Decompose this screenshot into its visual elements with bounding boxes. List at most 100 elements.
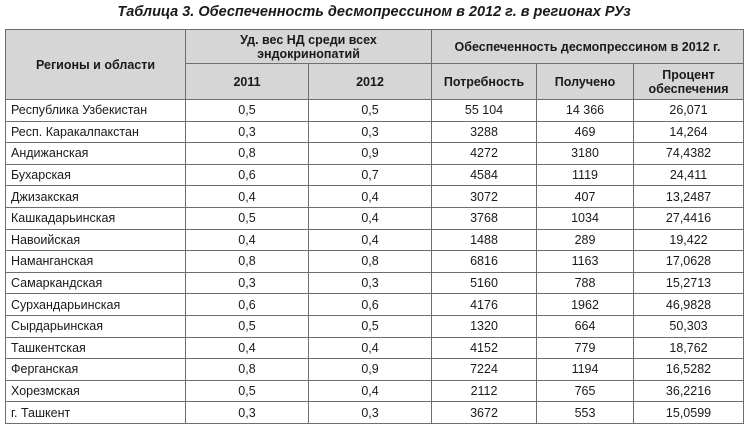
table-row: г. Ташкент 0,3 0,3 3672 553 15,0599 <box>5 401 745 424</box>
cell-received: 553 <box>536 401 635 424</box>
cell-region: Кашкадарьинская <box>5 206 186 230</box>
data-table: Регионы и области Уд. вес НД среди всех … <box>5 29 745 424</box>
cell-2012: 0,4 <box>307 379 433 403</box>
cell-percent: 16,5282 <box>633 358 745 381</box>
header-received: Получено <box>536 63 635 100</box>
cell-2011: 0,6 <box>185 293 309 316</box>
cell-2011: 0,4 <box>185 185 309 208</box>
cell-region: Навоийская <box>5 228 186 252</box>
table-row: Самаркандская 0,3 0,3 5160 788 15,2713 <box>5 271 745 295</box>
cell-percent: 74,4382 <box>633 142 745 165</box>
cell-percent: 46,9828 <box>633 293 745 316</box>
cell-received: 407 <box>536 185 635 208</box>
cell-region: Джизакская <box>5 185 186 208</box>
cell-percent: 13,2487 <box>633 185 745 208</box>
cell-percent: 17,0628 <box>633 250 745 273</box>
cell-need: 4176 <box>431 293 538 316</box>
cell-2011: 0,6 <box>185 163 309 187</box>
cell-2011: 0,3 <box>185 120 309 144</box>
cell-need: 55 104 <box>431 99 538 122</box>
cell-region: Бухарская <box>5 163 186 187</box>
cell-2011: 0,4 <box>185 336 309 360</box>
cell-2012: 0,8 <box>307 250 433 273</box>
table-row: Сырдарьинская 0,5 0,5 1320 664 50,303 <box>5 314 745 338</box>
header-need: Потребность <box>431 63 538 100</box>
header-supply-group: Обеспеченность десмопрессином в 2012 г. <box>431 29 745 64</box>
table-body: Республика Узбекистан 0,5 0,5 55 104 14 366 2… <box>5 99 745 424</box>
cell-region: г. Ташкент <box>5 401 186 424</box>
cell-percent: 50,303 <box>633 314 745 338</box>
table-caption: Таблица 3. Обеспеченность десмопрессином… <box>117 4 631 20</box>
cell-2011: 0,8 <box>185 250 309 273</box>
cell-need: 3072 <box>431 185 538 208</box>
table-row: Сурхандарьинская 0,6 0,6 4176 1962 46,9828 <box>5 293 745 316</box>
cell-received: 1962 <box>536 293 635 316</box>
cell-percent: 24,411 <box>633 163 745 187</box>
cell-received: 469 <box>536 120 635 144</box>
cell-received: 1034 <box>536 206 635 230</box>
table-header: Регионы и области Уд. вес НД среди всех … <box>5 29 745 100</box>
header-2011: 2011 <box>185 63 309 100</box>
cell-region: Хорезмская <box>5 379 186 403</box>
cell-received: 779 <box>536 336 635 360</box>
cell-2012: 0,4 <box>307 206 433 230</box>
table-row: Навоийская 0,4 0,4 1488 289 19,422 <box>5 228 745 252</box>
cell-need: 3288 <box>431 120 538 144</box>
cell-received: 289 <box>536 228 635 252</box>
cell-region: Ферганская <box>5 358 186 381</box>
cell-need: 5160 <box>431 271 538 295</box>
cell-need: 3768 <box>431 206 538 230</box>
cell-need: 1488 <box>431 228 538 252</box>
cell-2011: 0,3 <box>185 401 309 424</box>
cell-2011: 0,8 <box>185 358 309 381</box>
table-row: Респ. Каракалпакстан 0,3 0,3 3288 469 14,264 <box>5 120 745 144</box>
cell-region: Наманганская <box>5 250 186 273</box>
cell-received: 1163 <box>536 250 635 273</box>
cell-2012: 0,3 <box>307 401 433 424</box>
cell-2012: 0,3 <box>307 271 433 295</box>
cell-need: 4272 <box>431 142 538 165</box>
cell-received: 788 <box>536 271 635 295</box>
cell-received: 1119 <box>536 163 635 187</box>
cell-percent: 27,4416 <box>633 206 745 230</box>
table-row: Кашкадарьинская 0,5 0,4 3768 1034 27,4416 <box>5 206 745 230</box>
table-row: Ташкентская 0,4 0,4 4152 779 18,762 <box>5 336 745 360</box>
cell-need: 6816 <box>431 250 538 273</box>
cell-percent: 36,2216 <box>633 379 745 403</box>
header-share-group: Уд. вес НД среди всех эндокринопатий <box>184 29 433 64</box>
cell-2012: 0,3 <box>307 120 433 144</box>
header-2012: 2012 <box>307 63 433 100</box>
cell-received: 765 <box>536 379 635 403</box>
cell-region: Самаркандская <box>5 271 186 295</box>
cell-2011: 0,8 <box>185 142 309 165</box>
cell-need: 4584 <box>431 163 538 187</box>
cell-percent: 18,762 <box>633 336 745 360</box>
table-row: Джизакская 0,4 0,4 3072 407 13,2487 <box>5 185 745 208</box>
cell-need: 3672 <box>431 401 538 424</box>
cell-2012: 0,5 <box>307 314 433 338</box>
cell-percent: 15,0599 <box>633 401 745 424</box>
table-row: Республика Узбекистан 0,5 0,5 55 104 14 366 2… <box>5 99 745 122</box>
cell-received: 664 <box>536 314 635 338</box>
cell-2012: 0,9 <box>307 358 433 381</box>
table-row: Наманганская 0,8 0,8 6816 1163 17,0628 <box>5 250 745 273</box>
cell-2011: 0,5 <box>185 206 309 230</box>
cell-region: Респ. Каракалпакстан <box>5 120 186 144</box>
cell-received: 1194 <box>536 358 635 381</box>
cell-2011: 0,3 <box>185 271 309 295</box>
cell-2012: 0,5 <box>307 99 433 122</box>
cell-percent: 14,264 <box>633 120 745 144</box>
table-row: Ферганская 0,8 0,9 7224 1194 16,5282 <box>5 358 745 381</box>
table-row: Бухарская 0,6 0,7 4584 1119 24,411 <box>5 163 745 187</box>
cell-2011: 0,5 <box>185 99 309 122</box>
cell-need: 2112 <box>431 379 538 403</box>
table-row: Хорезмская 0,5 0,4 2112 765 36,2216 <box>5 379 745 403</box>
cell-received: 14 366 <box>536 99 635 122</box>
cell-region: Республика Узбекистан <box>5 99 186 122</box>
cell-need: 1320 <box>431 314 538 338</box>
cell-2011: 0,4 <box>185 228 309 252</box>
cell-2012: 0,6 <box>307 293 433 316</box>
cell-received: 3180 <box>536 142 635 165</box>
cell-percent: 26,071 <box>633 99 745 122</box>
cell-region: Сырдарьинская <box>5 314 186 338</box>
